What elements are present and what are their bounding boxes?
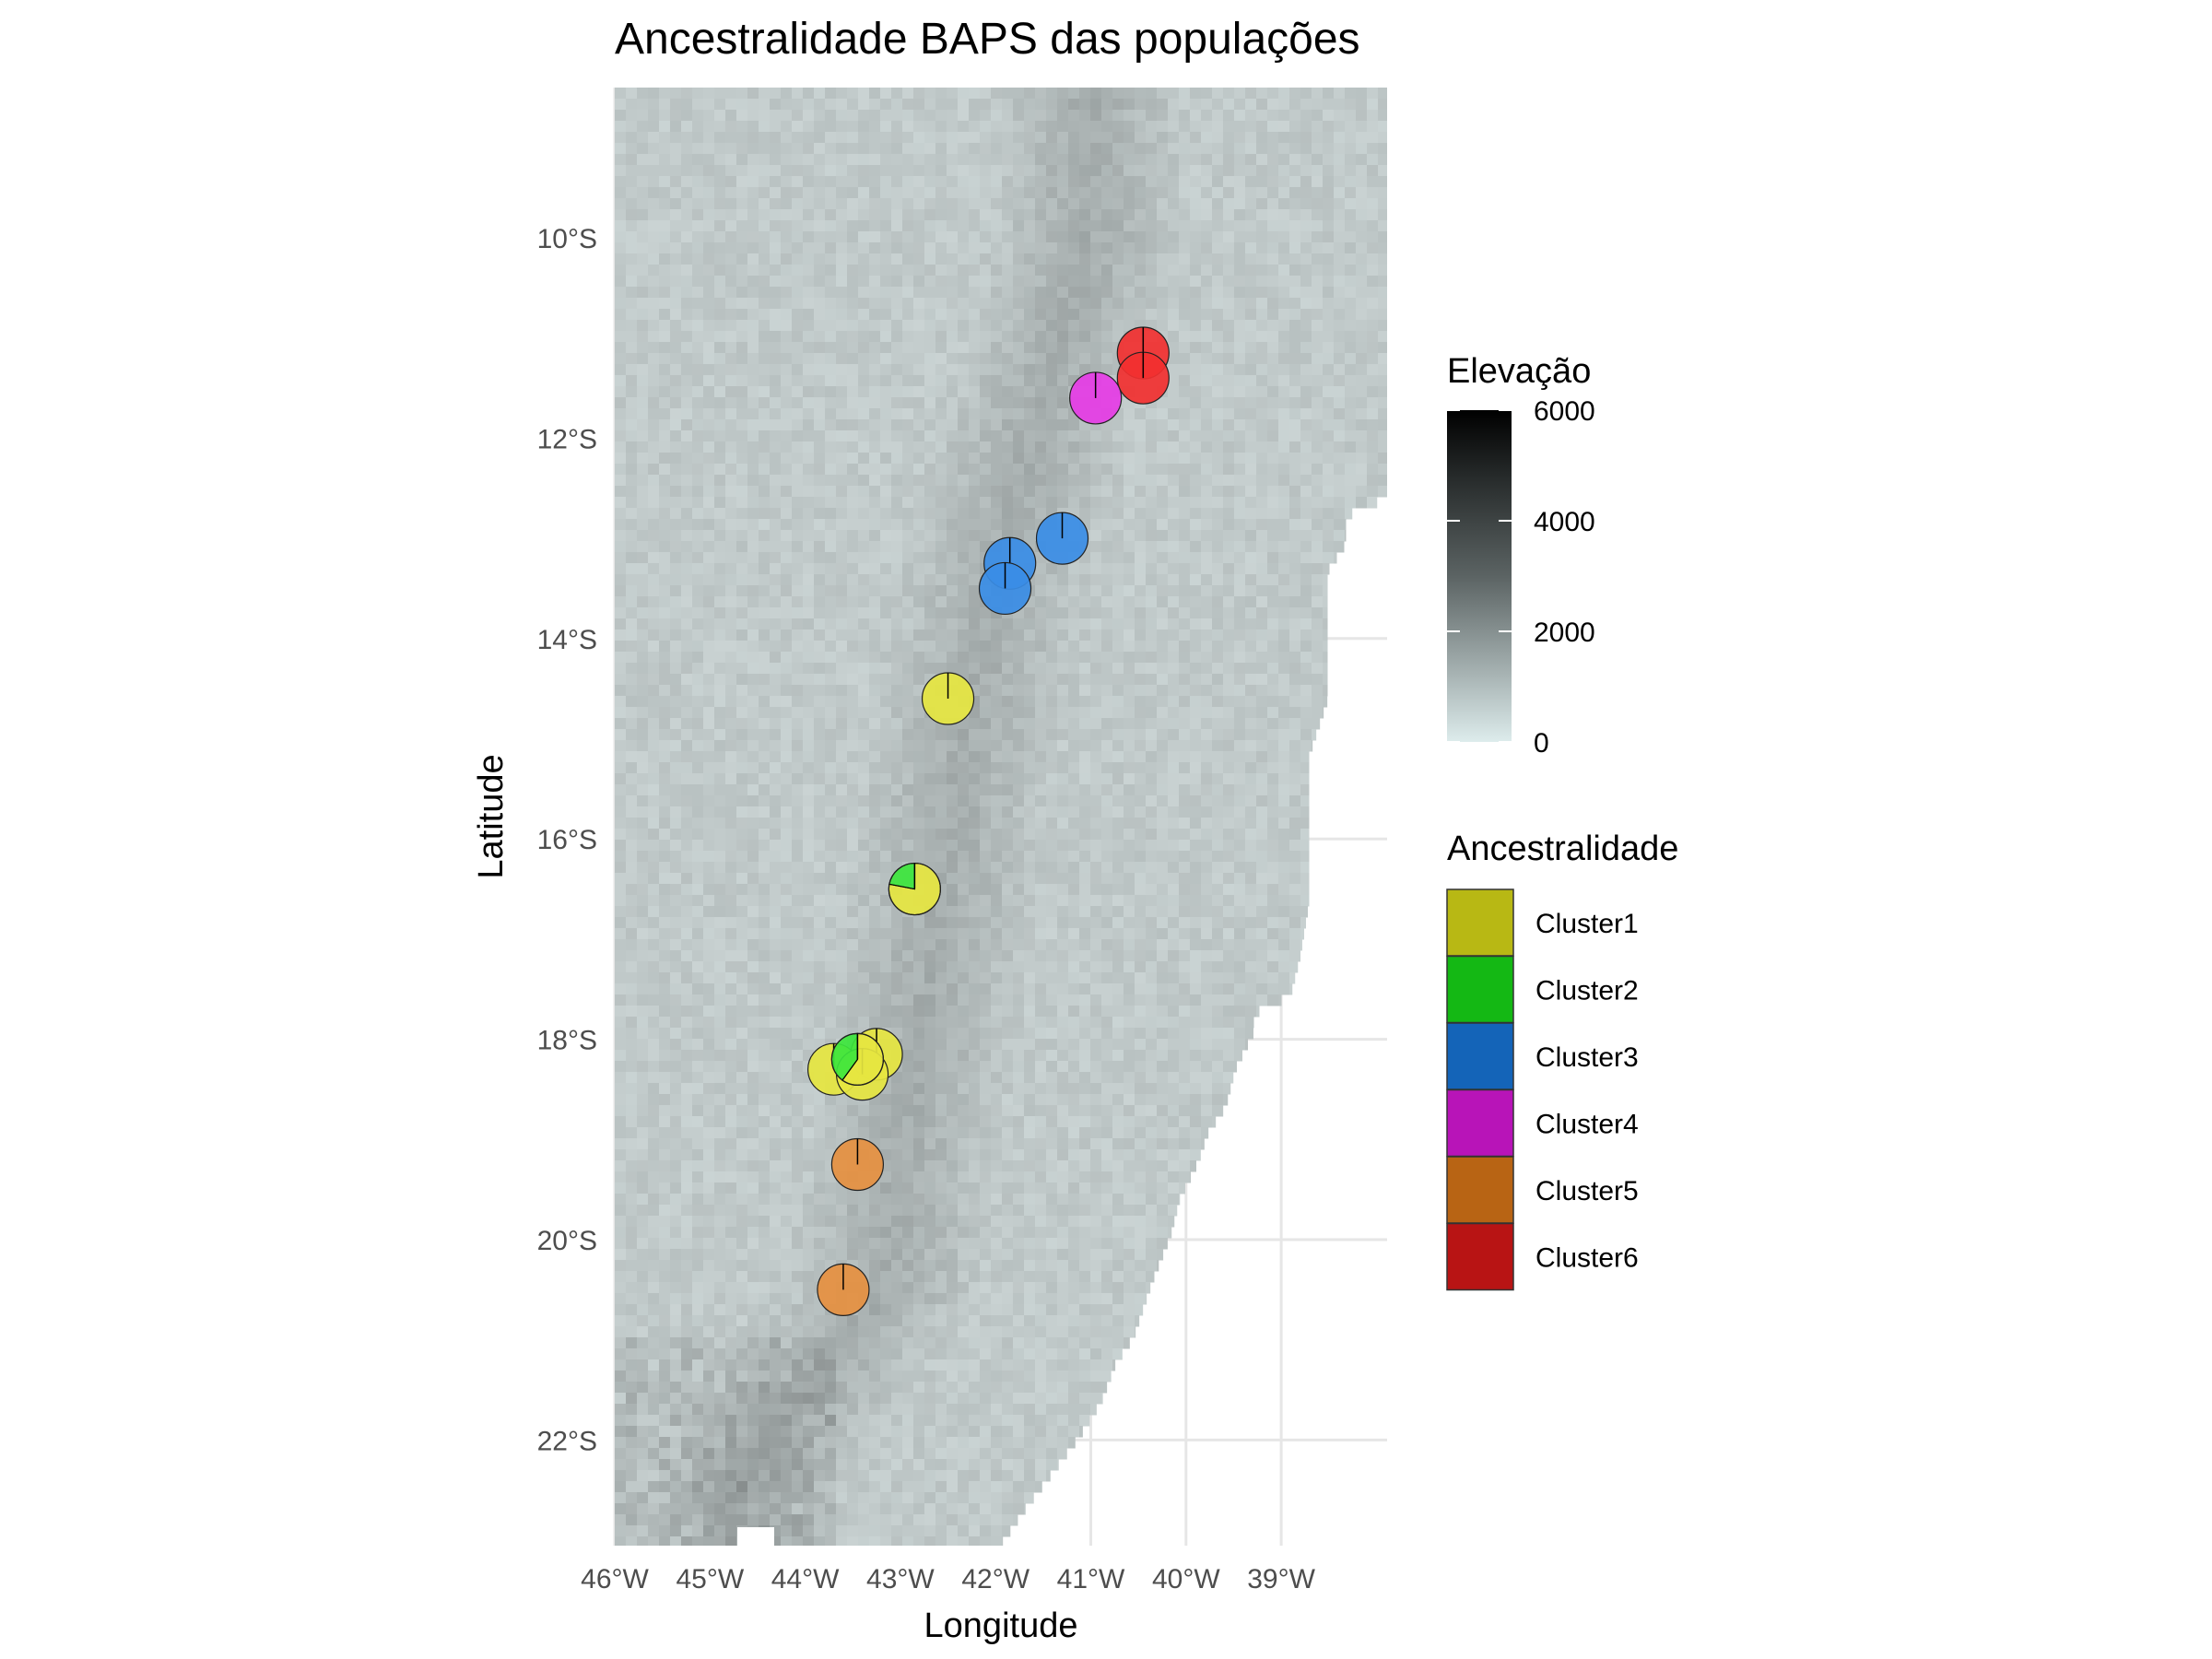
elevation-tick-label: 2000: [1534, 618, 1595, 648]
y-tick-label: 12°S: [537, 424, 597, 454]
population-pie: [830, 1032, 885, 1086]
elevation-colorbar: [1447, 410, 1512, 742]
elevation-tick-label: 6000: [1534, 396, 1595, 427]
population-pie: [888, 862, 941, 916]
y-tick-label: 20°S: [537, 1226, 597, 1256]
legend-label: Cluster5: [1535, 1176, 1639, 1206]
population-pies: [806, 326, 1170, 1316]
elevation-legend: Elevação 0 2000 4000 6000: [1447, 352, 1595, 759]
y-tick-label: 22°S: [537, 1426, 597, 1456]
legend-entry-cluster5: Cluster5: [1446, 1156, 1639, 1224]
x-tick-label: 39°W: [1247, 1564, 1315, 1594]
y-tick-label: 18°S: [537, 1026, 597, 1056]
y-axis-label: Latitude: [472, 754, 511, 878]
chart-title: Ancestralidade BAPS das populações: [615, 15, 1360, 64]
population-pie: [1116, 351, 1170, 405]
x-tick-label: 42°W: [961, 1564, 1030, 1594]
population-pie: [978, 561, 1032, 616]
legend-entry-cluster3: Cluster3: [1446, 1022, 1639, 1090]
ancestry-legend-title: Ancestralidade: [1447, 830, 1678, 868]
x-tick-label: 44°W: [771, 1564, 840, 1594]
elevation-tick-label: 4000: [1534, 507, 1595, 537]
legend-entry-cluster1: Cluster1: [1446, 888, 1639, 957]
x-axis-label: Longitude: [924, 1606, 1078, 1645]
population-pie: [921, 672, 975, 725]
legend-label: Cluster4: [1535, 1110, 1639, 1140]
y-tick-label: 10°S: [537, 224, 597, 254]
population-pie: [1035, 512, 1089, 565]
elevation-legend-title: Elevação: [1447, 352, 1591, 391]
y-tick-label: 14°S: [537, 625, 597, 655]
legend-label: Cluster2: [1535, 976, 1639, 1006]
legend-label: Cluster3: [1535, 1042, 1639, 1073]
elevation-raster: [615, 88, 1387, 1546]
x-tick-label: 46°W: [581, 1564, 649, 1594]
x-tick-label: 40°W: [1152, 1564, 1220, 1594]
x-tick-label: 43°W: [866, 1564, 935, 1594]
legend-entry-cluster6: Cluster6: [1446, 1222, 1639, 1291]
legend-swatch: [1446, 1022, 1514, 1090]
population-pie: [830, 1137, 885, 1192]
y-axis-ticks: 10°S 12°S 14°S 16°S 18°S 20°S 22°S: [537, 224, 597, 1456]
raster-gap: [737, 1527, 774, 1546]
elevation-tick-label: 0: [1534, 728, 1549, 759]
legend-swatch: [1446, 888, 1514, 957]
legend-entry-cluster4: Cluster4: [1446, 1088, 1639, 1158]
elevation-legend-ticks: 0 2000 4000 6000: [1447, 396, 1595, 759]
legend-label: Cluster1: [1535, 909, 1639, 939]
legend-swatch: [1446, 1156, 1514, 1224]
x-axis-ticks: 46°W 45°W 44°W 43°W 42°W 41°W 40°W 39°W: [581, 1564, 1315, 1594]
legend-entry-cluster2: Cluster2: [1446, 955, 1639, 1024]
ancestry-legend-entries: Cluster1 Cluster2 Cluster3 Cluster4 Cluster5…: [1446, 888, 1639, 1291]
population-pie: [1069, 371, 1123, 425]
population-pie: [817, 1263, 870, 1316]
y-tick-label: 16°S: [537, 825, 597, 855]
legend-swatch: [1446, 1222, 1514, 1291]
legend-label: Cluster6: [1535, 1243, 1639, 1274]
x-tick-label: 41°W: [1057, 1564, 1125, 1594]
ancestry-legend: Ancestralidade Cluster1Cluster2Cluster3C…: [1446, 830, 1678, 1291]
x-tick-label: 45°W: [676, 1564, 744, 1594]
legend-swatch: [1446, 1088, 1514, 1158]
legend-swatch: [1446, 955, 1514, 1024]
